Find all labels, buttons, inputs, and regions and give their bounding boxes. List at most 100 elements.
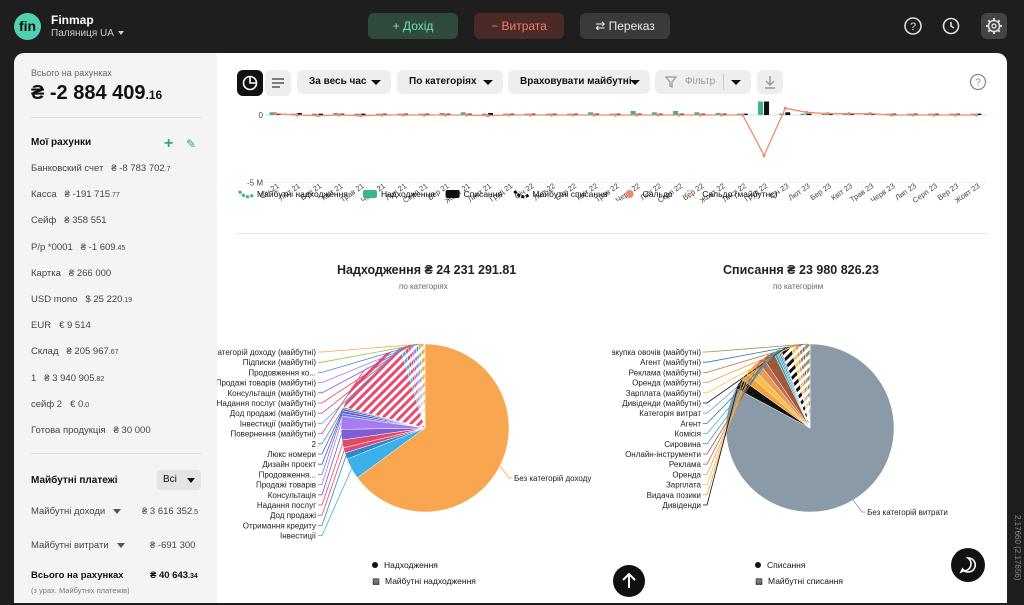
download-icon (765, 76, 775, 89)
label-leader (703, 354, 769, 455)
account-row[interactable]: 1 ₴ 3 940 905.82 (31, 373, 104, 384)
expense-bar (976, 113, 982, 115)
legend-swatch (237, 190, 254, 199)
label-leader (318, 345, 407, 414)
finmap-logo[interactable]: fin (14, 13, 41, 40)
label-leader (318, 443, 343, 506)
expense-legend-item[interactable]: Списання (755, 560, 805, 570)
chevron-down-icon (117, 31, 124, 36)
workspace-selector[interactable]: Паляниця UA (51, 28, 124, 39)
future-income-amount: ₴ 3 616 352 (142, 506, 193, 517)
legend-swatch (445, 190, 460, 198)
add-account-icon[interactable]: + (164, 135, 174, 152)
account-balance: ₴ -1 609 (80, 241, 116, 253)
help-icon[interactable]: ? (903, 16, 923, 36)
total-balance-value: ₴ -2 884 409 (31, 82, 146, 104)
divider (723, 74, 724, 90)
income-bar (354, 113, 360, 115)
legend-label: Майбутні списання (768, 576, 844, 586)
account-row[interactable]: EUR € 9 514 (31, 320, 91, 331)
label-leader (703, 343, 804, 363)
future-expense-row[interactable]: Майбутні витрати (31, 540, 125, 551)
expense-bar (912, 113, 918, 115)
x-tick-label: Лют 23 (787, 181, 812, 202)
total-future-note: (з урах. Майбутніх платежів) (31, 586, 130, 595)
account-row[interactable]: Р/р *0001 ₴ -1 609.45 (31, 242, 125, 253)
label-leader (318, 407, 344, 445)
history-icon[interactable] (941, 16, 961, 36)
scroll-to-top-button[interactable] (613, 565, 645, 597)
expense-bar (657, 113, 663, 115)
period-select[interactable]: За весь час (297, 70, 391, 94)
expense-bar (742, 113, 748, 115)
legend-label: Надходження (384, 560, 438, 570)
add-expense-button[interactable]: − Витрата (474, 13, 564, 39)
label-leader (318, 343, 418, 373)
label-leader (318, 344, 415, 383)
label-leader (852, 499, 866, 513)
account-row[interactable]: Картка ₴ 266 000 (31, 268, 111, 279)
slice-label: Без категорій доходу (514, 474, 591, 483)
download-button[interactable] (757, 70, 783, 94)
chat-button[interactable] (951, 548, 985, 582)
legend-hatch-icon: ▩ (372, 576, 381, 586)
label-leader (703, 349, 779, 424)
label-leader (318, 411, 343, 465)
slice-label: Інвестиції (майбутні) (240, 419, 317, 428)
account-row[interactable]: Сейф ₴ 358 551 (31, 215, 107, 226)
account-name: 1 (31, 372, 37, 384)
slice-label: Надання послуг (майбутні) (217, 399, 316, 408)
expense-pie-subtitle: по категоріям (773, 282, 824, 291)
future-payments-select[interactable]: Враховувати майбутні (508, 70, 650, 94)
legend-label: Майбутні надходження (385, 576, 476, 586)
legend-swatch (685, 189, 694, 199)
expense-bar (318, 113, 324, 115)
expense-bar (679, 113, 685, 115)
chevron-down-icon (113, 508, 122, 514)
edit-icon[interactable]: ✎ (186, 137, 197, 151)
future-income-legend-item[interactable]: ▩ Майбутні надходження (372, 576, 476, 587)
add-transfer-button[interactable]: ⇄ Переказ (580, 13, 670, 39)
income-bar (609, 113, 615, 115)
future-payments-value: Враховувати майбутні (520, 76, 632, 87)
workspace-name: Паляниця UA (51, 28, 114, 39)
label-leader (703, 347, 787, 404)
period-value: За весь час (309, 76, 367, 87)
slice-label: Отримання кредиту (243, 521, 316, 530)
total-future-cents: .34 (188, 573, 198, 580)
account-row[interactable]: USD mono $ 25 220.19 (31, 294, 132, 305)
account-row[interactable]: Касса ₴ -191 715.77 (31, 189, 120, 200)
label-leader (703, 364, 756, 475)
label-leader (703, 369, 750, 486)
slice-label: Дивіденди (майбутні) (622, 399, 701, 408)
settings-button[interactable] (981, 13, 1007, 39)
account-row[interactable]: сейф 2 € 0.0 (31, 399, 89, 410)
income-legend-item[interactable]: Надходження (372, 560, 438, 570)
total-future-value: ₴ 40 643.34 (150, 570, 198, 581)
income-bar (524, 113, 530, 115)
account-row[interactable]: Банковский счет ₴ -8 783 702.7 (31, 163, 171, 174)
filter-button[interactable]: Фільтр (655, 70, 751, 94)
account-row[interactable]: Готова продукція ₴ 30 000 (31, 425, 151, 436)
add-income-button[interactable]: + Дохід (368, 13, 458, 39)
list-view-button[interactable] (265, 70, 291, 96)
accounts-title: Мої рахунки (31, 137, 92, 148)
pie-view-button[interactable] (237, 70, 263, 96)
income-bar (397, 113, 403, 115)
income-pie-chart: Без категорій доходу (майбутні)Підписки … (217, 343, 591, 541)
account-row[interactable]: Склад ₴ 205 967.67 (31, 346, 119, 357)
slice-label: Онлайн-інструменти (625, 450, 701, 459)
label-leader (318, 345, 410, 404)
income-bar (651, 112, 657, 115)
help-icon[interactable]: ? (969, 73, 987, 91)
future-income-row[interactable]: Майбутні доходи (31, 506, 122, 517)
expense-bar (700, 113, 706, 115)
grouping-select[interactable]: По категоріях (397, 70, 503, 94)
slice-label: Агент (680, 419, 701, 428)
expense-bar (933, 113, 939, 115)
legend-label: Списання (464, 189, 503, 199)
future-filter-select[interactable]: Всі (157, 470, 201, 490)
slice-label: Продажі товарів (майбутні) (217, 379, 316, 388)
income-bar (949, 113, 955, 115)
future-expense-legend-item[interactable]: ▩ Майбутні списання (755, 576, 843, 587)
